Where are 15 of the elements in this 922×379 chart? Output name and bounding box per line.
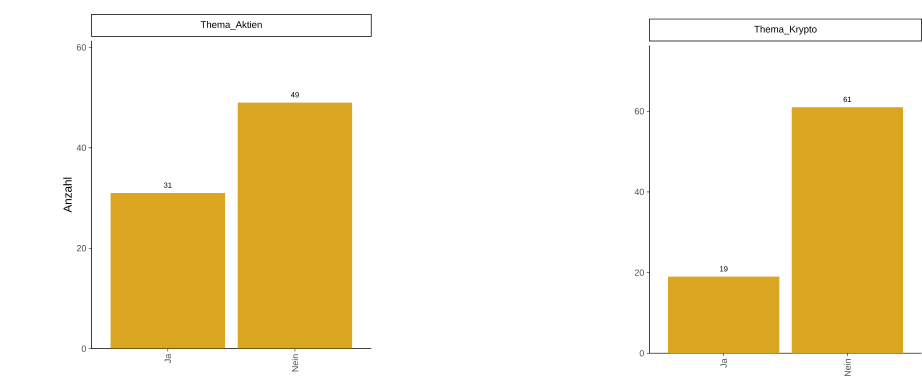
y-tick-label: 20	[634, 269, 644, 276]
y-tick-label: 0	[640, 350, 644, 356]
x-tick-label: Nein	[292, 354, 298, 372]
x-tick-label: Ja	[720, 358, 727, 368]
y-axis-title: Anzahl	[63, 178, 72, 213]
y-tick-label: 20	[76, 245, 86, 252]
chart-title: Thema_Aktien	[200, 20, 262, 30]
x-tick-label: Nein	[844, 359, 851, 376]
y-tick-label: 60	[76, 44, 86, 50]
x-tick-label: Ja	[164, 354, 171, 364]
y-tick-label: 60	[634, 108, 644, 114]
y-tick-label: 40	[634, 188, 644, 196]
y-tick-label: 0	[82, 345, 86, 352]
y-tick-label: 40	[76, 144, 86, 151]
chart-title: Thema_Krypto	[754, 26, 817, 34]
